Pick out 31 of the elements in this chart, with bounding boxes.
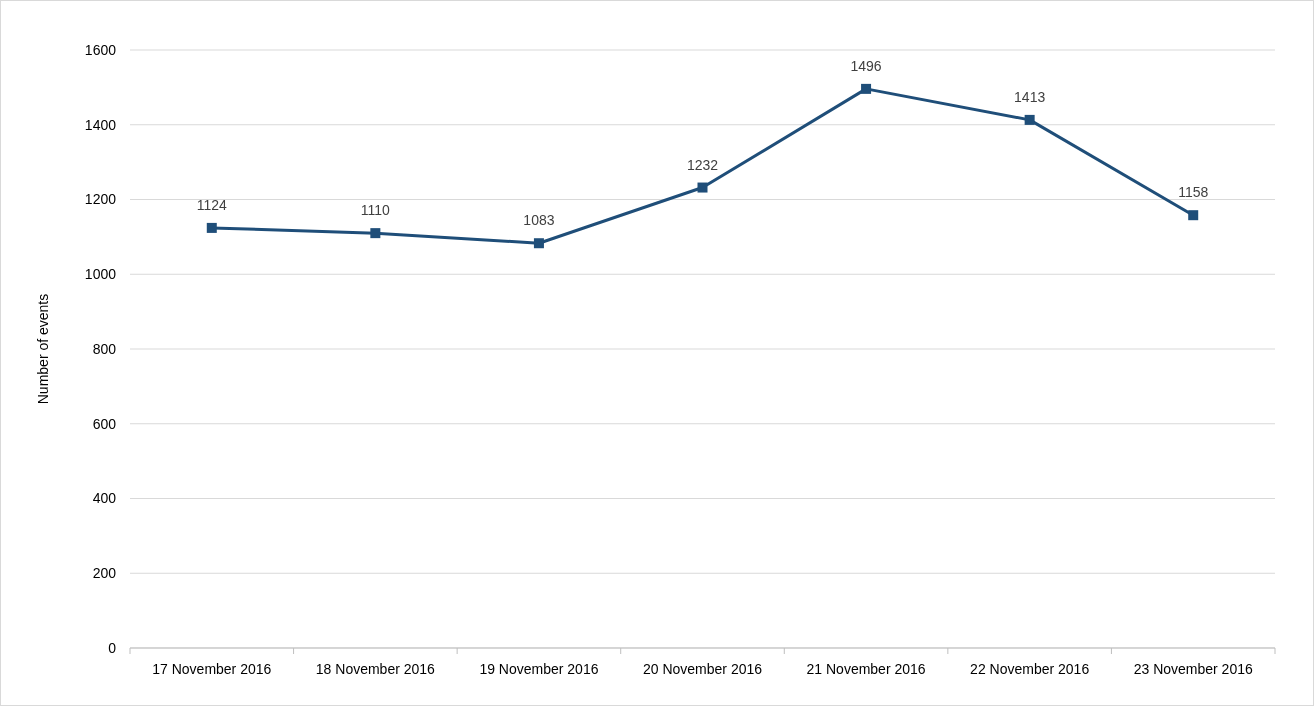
x-tick-label: 21 November 2016 bbox=[806, 661, 926, 677]
x-tick-label: 17 November 2016 bbox=[152, 661, 272, 677]
data-label: 1413 bbox=[1014, 88, 1046, 105]
x-tick-label: 22 November 2016 bbox=[970, 661, 1090, 677]
point bbox=[697, 182, 708, 193]
y-axis-title: Number of events bbox=[35, 293, 51, 405]
y-tick-label: 200 bbox=[92, 565, 117, 582]
y-tick-label: 1400 bbox=[84, 116, 117, 133]
y-tick-label: 400 bbox=[92, 490, 117, 507]
y-tick-label: 1600 bbox=[84, 41, 117, 58]
x-tick-label: 20 November 2016 bbox=[642, 661, 763, 677]
data-label: 1083 bbox=[523, 212, 555, 229]
y-tick-label: 1000 bbox=[84, 266, 117, 283]
point bbox=[861, 83, 872, 94]
data-label: 1124 bbox=[196, 196, 228, 213]
data-label: 1110 bbox=[360, 202, 391, 219]
data-label: 1496 bbox=[850, 57, 882, 74]
data-label: 1158 bbox=[1178, 184, 1209, 201]
x-tick-label: 18 November 2016 bbox=[315, 661, 436, 677]
point bbox=[1188, 210, 1199, 221]
point bbox=[206, 222, 217, 233]
point bbox=[370, 228, 381, 239]
point bbox=[1024, 114, 1035, 125]
y-tick-label: 1200 bbox=[84, 191, 117, 208]
point bbox=[533, 238, 544, 249]
y-tick-label: 0 bbox=[108, 639, 117, 656]
x-tick-label: 23 November 2016 bbox=[1133, 661, 1253, 677]
y-tick-label: 800 bbox=[92, 340, 117, 357]
y-tick-label: 600 bbox=[92, 415, 117, 432]
x-tick-label: 19 November 2016 bbox=[479, 661, 599, 677]
data-label: 1232 bbox=[686, 156, 719, 173]
